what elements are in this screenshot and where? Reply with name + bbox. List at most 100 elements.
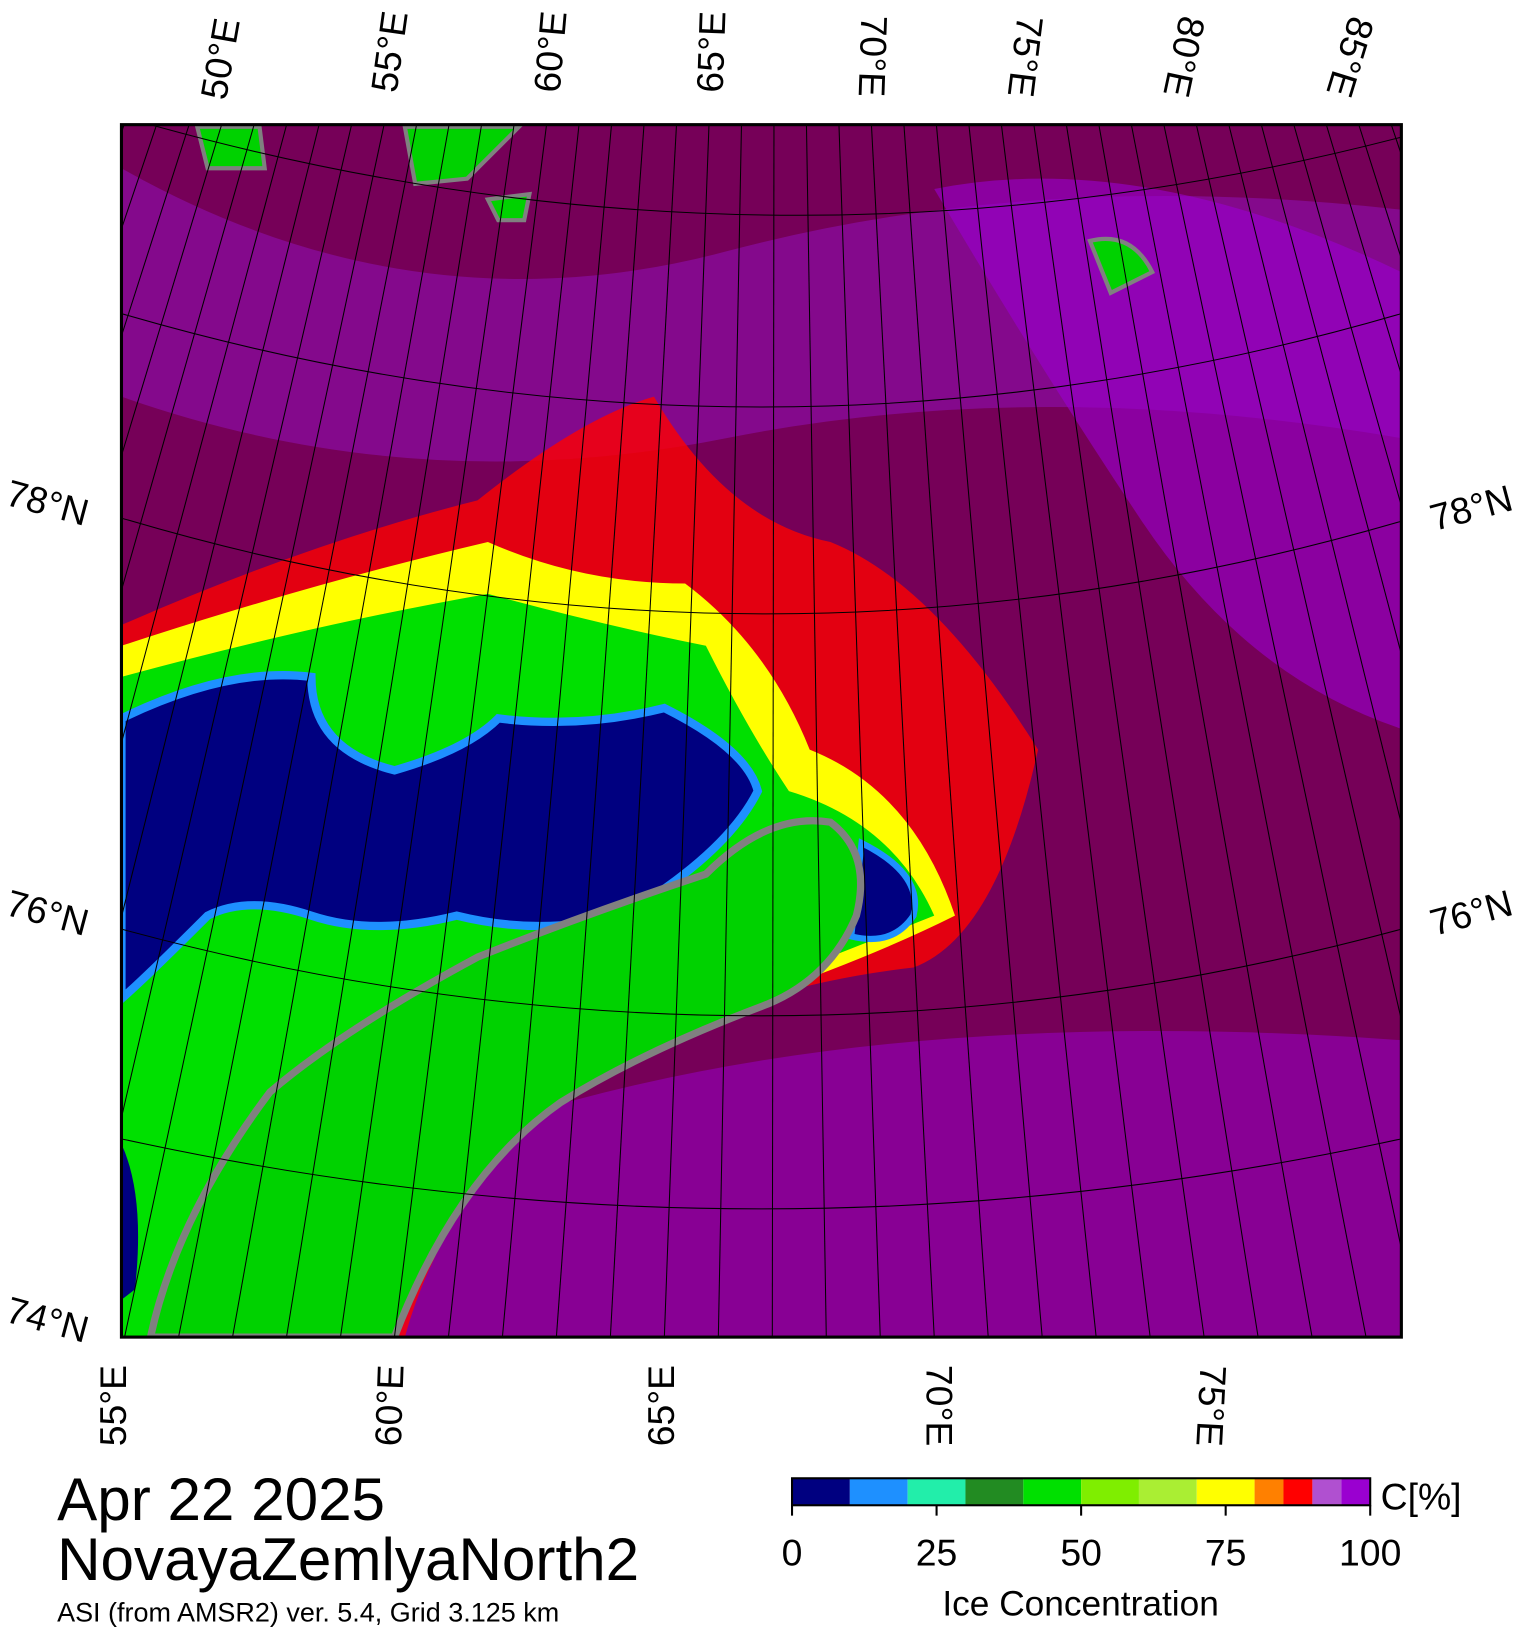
map-area	[0, 124, 1528, 1338]
graticule-line	[393, 124, 548, 1338]
graticule-line	[903, 124, 989, 1338]
graticule-line	[121, 124, 353, 1120]
graticule-line	[232, 124, 450, 1338]
graticule-line	[1260, 124, 1402, 657]
graticule-line	[771, 124, 775, 1338]
lon-label: 75°E	[1188, 1364, 1234, 1448]
graticule-line	[1456, 125, 1528, 1337]
graticule-line	[0, 125, 59, 1337]
graticule-line	[121, 124, 125, 134]
lon-label: 50°E	[192, 15, 248, 102]
colorbar-segment	[1023, 1478, 1082, 1506]
source: ASI (from AMSR2) ver. 5.4, Grid 3.125 km	[57, 1598, 559, 1628]
colorbar-segment	[1254, 1478, 1284, 1506]
colorbar-tick-label: 25	[916, 1531, 958, 1573]
lon-label: 60°E	[526, 9, 575, 94]
colorbar-segment	[1341, 1478, 1371, 1506]
graticule	[0, 124, 1528, 1338]
colorbar: C[%] Ice Concentration 0 25 50 75 100	[782, 1475, 1462, 1623]
colorbar-segment	[1283, 1478, 1313, 1506]
colorbar-segment	[965, 1478, 1024, 1506]
lon-label: 65°E	[640, 1365, 682, 1446]
colorbar-segment	[1196, 1478, 1255, 1506]
novaya-zemlya	[146, 817, 865, 1338]
graticule-line	[935, 124, 1043, 1338]
top-lon-labels: 50°E 55°E 60°E 65°E 70°E 75°E 80°E 85°E	[192, 8, 1382, 102]
graticule-line	[339, 124, 515, 1338]
graticule-line	[0, 125, 27, 1337]
open-water	[121, 1144, 139, 1300]
lon-label: 65°E	[689, 10, 734, 93]
colorbar-label: Ice Concentration	[942, 1584, 1219, 1623]
colorbar-segment	[849, 1478, 908, 1506]
island	[194, 124, 1156, 296]
lon-label: 85°E	[1318, 12, 1382, 102]
ice-zone	[934, 178, 1402, 729]
graticule-line	[121, 124, 288, 745]
graticule-line	[1228, 124, 1402, 827]
graticule-line	[1065, 124, 1259, 1338]
graticule-line	[1098, 124, 1313, 1338]
ice-zone	[394, 1030, 1402, 1338]
colorbar-tick-label: 75	[1205, 1531, 1247, 1573]
graticule-line	[870, 124, 935, 1338]
colorbar-tick-label: 100	[1339, 1531, 1401, 1573]
graticule-line	[1424, 125, 1528, 1337]
graticule-line	[121, 928, 1402, 1017]
graticule-line	[121, 124, 190, 338]
graticule-line	[717, 124, 742, 1338]
graticule-line	[1130, 124, 1367, 1338]
graticule-line	[555, 124, 645, 1338]
lat-label: 76°N	[2, 882, 94, 944]
graticule-line	[1033, 124, 1205, 1338]
lon-label: 70°E	[851, 15, 896, 98]
colorbar-tick-label: 50	[1060, 1531, 1102, 1573]
colorbar-segment	[907, 1478, 966, 1506]
graticule-line	[121, 517, 1402, 615]
colorbar-segment	[1081, 1478, 1139, 1506]
colorbar-segment	[792, 1478, 850, 1506]
graticule-line	[1000, 124, 1151, 1338]
date: Apr 22 2025	[57, 1466, 385, 1533]
lat-label: 78°N	[2, 472, 94, 534]
lon-label: 70°E	[918, 1365, 960, 1446]
graticule-line	[805, 124, 827, 1338]
graticule-line	[968, 124, 1097, 1338]
lon-label: 75°E	[1000, 14, 1052, 100]
graticule-line	[0, 125, 92, 1337]
colorbar-segment	[1312, 1478, 1342, 1506]
graticule-line	[838, 124, 881, 1338]
open-water	[847, 838, 918, 943]
graticule-line	[121, 1138, 1402, 1210]
graticule-line	[121, 124, 223, 458]
graticule-line	[285, 124, 483, 1338]
lat-label: 74°N	[2, 1288, 94, 1350]
colorbar-tick-label: 0	[782, 1531, 803, 1573]
graticule-line	[1325, 124, 1402, 377]
graticule-line	[148, 124, 1402, 216]
map-frame	[119, 123, 1403, 1339]
lat-label: 78°N	[1425, 477, 1517, 539]
colorbar-segment	[1138, 1478, 1197, 1506]
graticule-line	[1521, 125, 1528, 1337]
graticule-line	[121, 313, 1402, 408]
graticule-line	[1293, 124, 1402, 508]
lon-label: 80°E	[1155, 13, 1213, 101]
lon-label: 55°E	[363, 8, 416, 94]
region: NovayaZemlyaNorth2	[57, 1526, 639, 1593]
graticule-line	[663, 124, 710, 1338]
graticule-line	[178, 124, 418, 1338]
graticule-line	[609, 124, 678, 1338]
graticule-line	[1390, 124, 1402, 157]
graticule-line	[124, 124, 385, 1338]
graticule-line	[1195, 124, 1402, 1023]
colorbar-unit: C[%]	[1381, 1475, 1462, 1517]
lat-label: 76°N	[1425, 882, 1517, 944]
bottom-lon-labels: 55°E 60°E 65°E 70°E 75°E	[92, 1364, 1234, 1448]
graticule-line	[1489, 125, 1528, 1337]
graticule-line	[501, 124, 613, 1338]
lon-label: 60°E	[367, 1364, 412, 1447]
lon-label: 55°E	[92, 1365, 134, 1446]
graticule-line	[121, 124, 320, 920]
